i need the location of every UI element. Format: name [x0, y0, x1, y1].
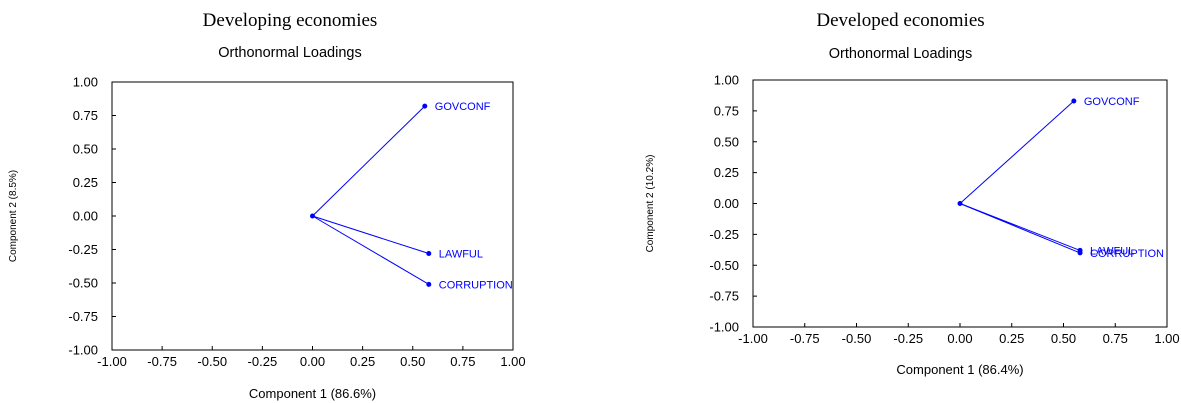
loading-point [1071, 98, 1077, 104]
loading-point [1077, 250, 1083, 256]
x-axis-label: Component 1 (86.4%) [896, 362, 1023, 377]
loadings-plot: -1.00 -0.75 -0.50 -0.25 0.00 0.25 0.50 0.75 1.00… [645, 73, 1180, 378]
loading-line [959, 203, 1081, 254]
y-tick-label: -1.00 [709, 320, 739, 335]
y-tick-label: 0.50 [73, 142, 98, 157]
y-tick-label: -1.00 [68, 343, 98, 358]
y-tick-label: -0.50 [709, 258, 739, 273]
y-tick-label: -0.25 [709, 227, 739, 242]
x-tick-label: 0.50 [1051, 331, 1076, 346]
loadings-plot: -1.00 -0.75 -0.50 -0.25 0.00 0.25 0.50 0.75 1.00… [8, 75, 526, 402]
y-tick-label: -0.75 [68, 309, 98, 324]
chart-caption: Developed economies [816, 10, 985, 31]
loading-point [422, 103, 428, 109]
x-tick-label: 0.50 [400, 354, 425, 369]
chart-title: Orthonormal Loadings [218, 45, 362, 61]
loading-point [426, 251, 432, 257]
y-tick-label: 1.00 [73, 75, 98, 90]
loading-line [312, 105, 426, 217]
y-tick-label: 0.50 [714, 134, 739, 149]
point-label: LAWFUL [439, 249, 483, 261]
point-label: CORRUPTION [1090, 248, 1164, 260]
x-tick-label: -1.00 [738, 331, 768, 346]
x-tick-label: 1.00 [500, 354, 525, 369]
y-tick-label: -0.75 [709, 289, 739, 304]
loading-line [959, 100, 1075, 204]
x-tick-label: -0.50 [197, 354, 227, 369]
x-tick-label: 0.75 [450, 354, 475, 369]
x-tick-label: -0.75 [790, 331, 820, 346]
y-axis-label: Component 2 (8.5%) [8, 170, 19, 262]
x-axis-label: Component 1 (86.6%) [249, 386, 376, 401]
origin-point [310, 213, 315, 219]
y-tick-label: 0.00 [714, 196, 739, 211]
x-tick-label: -0.25 [893, 331, 923, 346]
point-label: GOVCONF [1084, 96, 1140, 108]
chart-developed-economies: Developed economies Orthonormal Loadings… [620, 0, 1181, 403]
x-tick-label: -0.25 [248, 354, 278, 369]
y-tick-label: 0.25 [714, 165, 739, 180]
x-tick-label: 0.00 [947, 331, 972, 346]
origin-point [957, 201, 963, 206]
y-tick-label: 0.00 [73, 209, 98, 224]
point-label: LAWFUL [1090, 245, 1134, 257]
x-tick-label: -0.50 [842, 331, 872, 346]
y-tick-label: -0.25 [68, 242, 98, 257]
loading-line [312, 215, 429, 254]
chart-developing-economies: Developing economies Orthonormal Loading… [0, 0, 580, 403]
y-tick-label: 0.75 [714, 103, 739, 118]
x-tick-label: -0.75 [147, 354, 177, 369]
x-tick-label: 0.25 [999, 331, 1024, 346]
x-tick-label: 0.00 [300, 354, 325, 369]
y-tick-label: -0.50 [68, 276, 98, 291]
point-label: GOVCONF [435, 101, 491, 113]
x-tick-label: 0.25 [350, 354, 375, 369]
loading-line [312, 215, 430, 285]
x-tick-label: -1.00 [97, 354, 127, 369]
y-tick-label: 0.25 [73, 175, 98, 190]
y-tick-label: 0.75 [73, 108, 98, 123]
y-tick-label: 1.00 [714, 73, 739, 88]
chart-title: Orthonormal Loadings [828, 46, 973, 62]
point-label: CORRUPTION [439, 279, 513, 291]
x-tick-label: 1.00 [1154, 331, 1179, 346]
loading-point [426, 281, 432, 287]
y-axis-label: Component 2 (10.2%) [645, 155, 656, 253]
x-tick-label: 0.75 [1103, 331, 1128, 346]
chart-caption: Developing economies [202, 10, 378, 31]
